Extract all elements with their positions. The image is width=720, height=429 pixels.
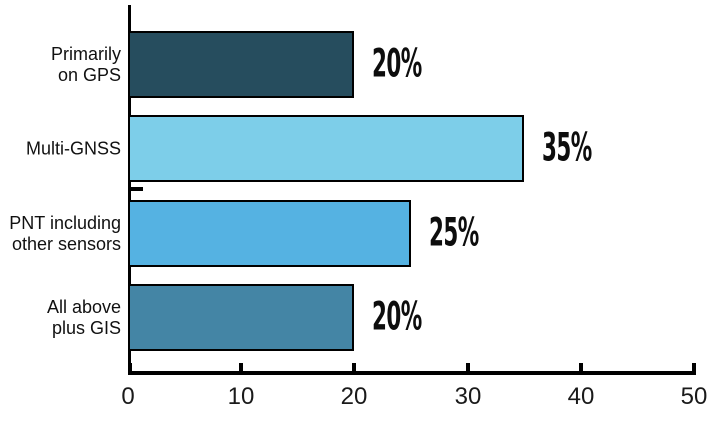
category-label-line: PNT including [9, 212, 121, 233]
y-axis-mid-tick [131, 187, 143, 191]
x-axis-tick [466, 363, 470, 372]
x-axis-line [128, 371, 696, 375]
data-label: 20% [372, 294, 422, 340]
data-label: 25% [429, 210, 479, 256]
category-label-line: on GPS [57, 64, 121, 85]
x-axis-tick-label: 40 [567, 383, 595, 410]
x-axis-tick [692, 363, 696, 372]
category-label-line: other sensors [11, 233, 121, 254]
bar [128, 284, 354, 351]
category-label: PNT including other sensors [9, 213, 121, 255]
y-axis-line [128, 5, 131, 375]
data-label: 20% [372, 41, 422, 87]
x-axis-tick-label: 10 [227, 383, 255, 410]
category-label-line: Primarily [51, 43, 121, 64]
category-label-line: plus GIS [51, 317, 121, 338]
x-axis-tick [352, 363, 356, 372]
x-axis-tick-label: 20 [340, 383, 368, 410]
x-axis-tick-label: 0 [121, 383, 135, 410]
bar [128, 115, 524, 182]
x-axis-tick-label: 30 [454, 383, 482, 410]
category-label: Primarily on GPS [51, 44, 121, 86]
bar [128, 200, 411, 267]
data-label: 35% [542, 125, 592, 171]
category-label: All above plus GIS [47, 297, 121, 339]
category-label-line: Multi-GNSS [25, 138, 121, 158]
x-axis-tick-label: 50 [680, 383, 708, 410]
x-axis-tick [579, 363, 583, 372]
bar [128, 31, 354, 98]
category-label-line: All above [46, 296, 121, 317]
x-axis-tick [128, 363, 132, 372]
x-axis-tick [239, 363, 243, 372]
category-label: Multi-GNSS [26, 138, 121, 159]
